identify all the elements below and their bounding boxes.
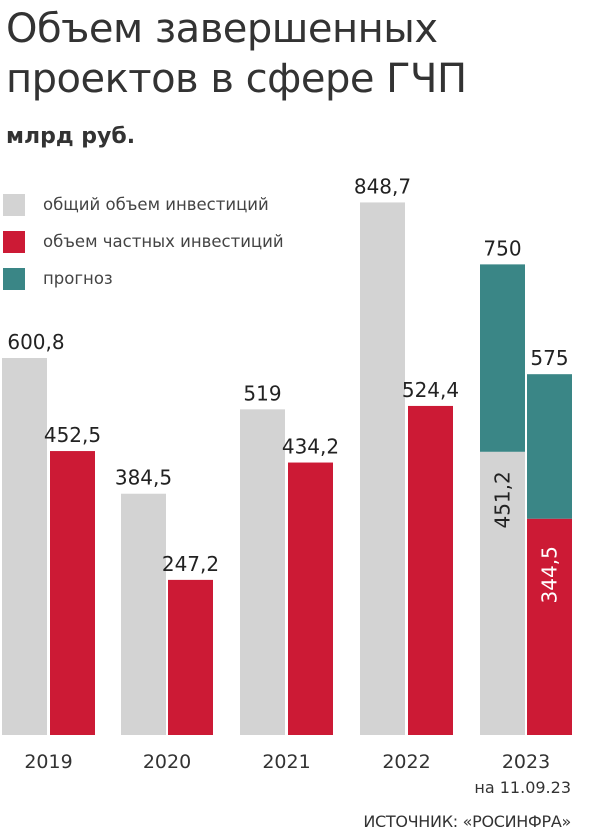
value-label-private-2022: 524,4 bbox=[402, 378, 459, 402]
value-label-total-2019: 600,8 bbox=[7, 330, 64, 354]
bar-private-2022 bbox=[408, 405, 453, 735]
bar-private-2020 bbox=[168, 579, 213, 735]
legend-swatch-forecast bbox=[3, 267, 25, 290]
value-label-private-2021: 434,2 bbox=[282, 435, 339, 459]
x-tick-label-2021: 2021 bbox=[262, 751, 310, 773]
bar-total-2019 bbox=[2, 357, 47, 735]
forecast-label-private-2023: 575 bbox=[530, 346, 568, 370]
bar-total-2021 bbox=[240, 409, 285, 735]
forecast-label-total-2023: 750 bbox=[483, 236, 521, 260]
legend-label-total: общий объем инвестиций bbox=[43, 195, 269, 214]
chart-title: Объем завершенных проектов в сфере ГЧП bbox=[6, 4, 586, 104]
value-label-total-2020: 384,5 bbox=[115, 466, 172, 490]
bar-total-2023 bbox=[480, 451, 525, 735]
chart-title-line-1: Объем завершенных bbox=[6, 6, 438, 52]
chart-title-line-2: проектов в сфере ГЧП bbox=[6, 56, 467, 102]
legend: общий объем инвестиций объем частных инв… bbox=[3, 186, 284, 297]
legend-label-private: объем частных инвестиций bbox=[43, 232, 284, 251]
value-label-private-2020: 247,2 bbox=[162, 552, 219, 576]
data-date: на 11.09.23 bbox=[474, 778, 571, 797]
value-label-total-2022: 848,7 bbox=[354, 174, 411, 198]
value-label-total-2021: 519 bbox=[243, 381, 281, 405]
legend-item-total: общий объем инвестиций bbox=[3, 186, 284, 223]
value-label-private-2019: 452,5 bbox=[44, 423, 101, 447]
units-label: млрд руб. bbox=[6, 124, 136, 149]
legend-label-forecast: прогноз bbox=[43, 269, 113, 288]
bar-private-2021 bbox=[288, 462, 333, 735]
bar-total-2022 bbox=[360, 202, 405, 736]
value-label-total-2023: 451,2 bbox=[491, 471, 515, 528]
x-tick-label-2023: 2023 bbox=[502, 751, 550, 773]
bar-private-2023 bbox=[527, 518, 572, 735]
value-label-private-2023: 344,5 bbox=[538, 546, 562, 603]
x-tick-label-2019: 2019 bbox=[24, 751, 72, 773]
forecast-bar-total-2023 bbox=[480, 264, 525, 452]
source-note: ИСТОЧНИК: «РОСИНФРА» bbox=[363, 812, 571, 831]
x-tick-label-2022: 2022 bbox=[382, 751, 430, 773]
forecast-bar-private-2023 bbox=[527, 374, 572, 519]
legend-item-private: объем частных инвестиций bbox=[3, 223, 284, 260]
x-tick-label-2020: 2020 bbox=[143, 751, 191, 773]
legend-item-forecast: прогноз bbox=[3, 260, 284, 297]
bar-private-2019 bbox=[50, 451, 95, 735]
legend-swatch-total bbox=[3, 193, 25, 216]
bar-total-2020 bbox=[121, 493, 166, 735]
legend-swatch-private bbox=[3, 230, 25, 253]
